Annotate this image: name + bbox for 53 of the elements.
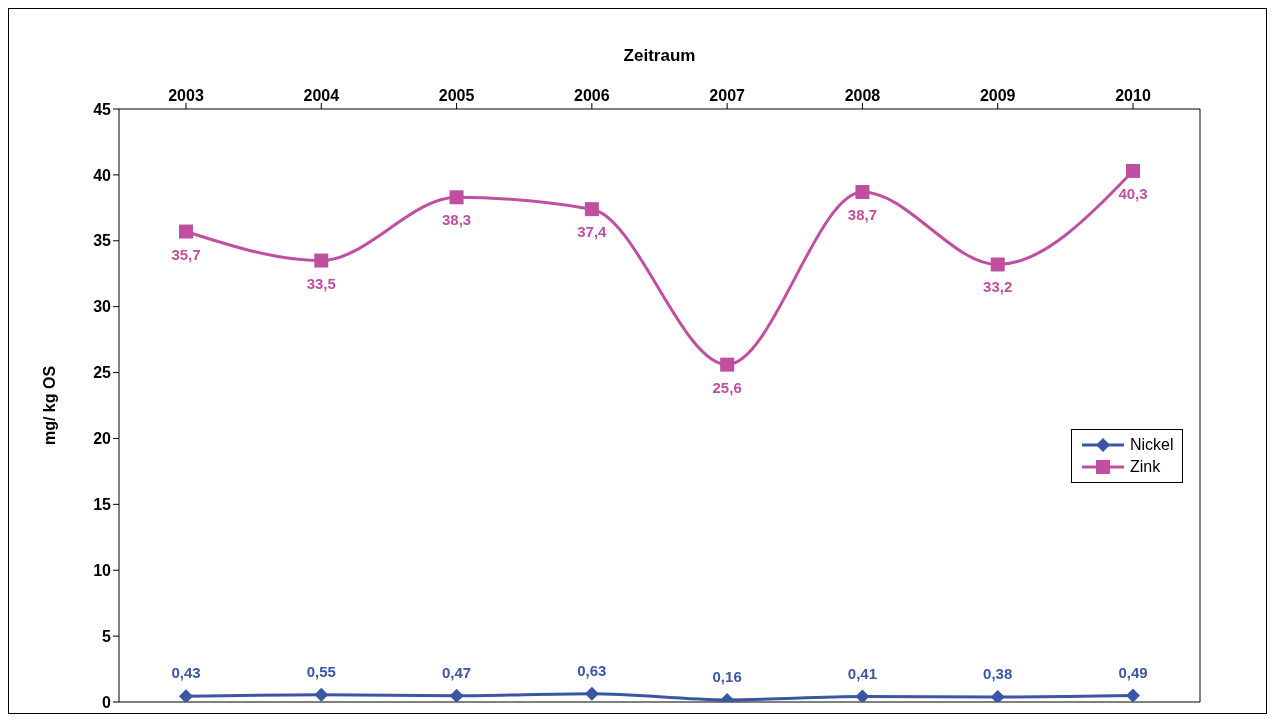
data-label: 0,38: [983, 664, 1013, 682]
y-tick-label: 15: [93, 496, 112, 514]
point: [179, 224, 193, 239]
legend-label: Nickel: [1130, 435, 1174, 455]
x-tick-label: 2006: [574, 87, 610, 104]
data-label: 0,41: [847, 664, 878, 682]
x-tick-label: 2004: [303, 87, 340, 104]
x-tick-label: 2003: [168, 87, 204, 104]
x-tick-label: 2010: [1115, 87, 1151, 104]
x-tick-label: 2007: [709, 87, 746, 104]
point: [855, 185, 870, 200]
data-label: 0,49: [1118, 663, 1148, 681]
point: [1126, 163, 1140, 178]
y-tick-label: 30: [93, 298, 112, 316]
point: [314, 253, 329, 268]
point: [1126, 688, 1140, 702]
x-tick-label: 2008: [844, 87, 881, 104]
data-label: 0,16: [712, 667, 742, 685]
point: [990, 257, 1005, 272]
y-tick-label: 5: [102, 627, 112, 645]
y-tick-label: 20: [93, 430, 112, 448]
data-label: 0,55: [306, 662, 336, 680]
data-label: 33,5: [306, 274, 336, 292]
x-tick-label: 2005: [438, 87, 475, 104]
y-tick-label: 45: [93, 100, 112, 118]
data-label: 0,63: [577, 661, 607, 679]
legend-label: Zink: [1130, 457, 1161, 477]
y-tick-label: 35: [93, 232, 112, 250]
data-label: 25,6: [712, 378, 742, 396]
y-tick-label: 0: [102, 693, 112, 711]
point: [720, 357, 735, 372]
data-label: 37,4: [577, 223, 608, 241]
x-axis-title: Zeitraum: [623, 46, 696, 66]
y-tick-label: 10: [93, 561, 112, 579]
y-tick-label: 25: [93, 364, 112, 382]
y-tick-label: 40: [93, 166, 112, 184]
point: [855, 689, 870, 702]
data-label: 35,7: [171, 245, 201, 263]
data-label: 0,43: [171, 664, 201, 682]
data-label: 33,2: [983, 278, 1013, 296]
x-tick-label: 2009: [979, 87, 1016, 104]
point: [990, 689, 1005, 702]
data-label: 38,7: [847, 206, 878, 224]
point: [449, 190, 464, 205]
point: [314, 687, 329, 702]
point: [179, 689, 193, 702]
data-label: 40,3: [1118, 184, 1148, 202]
point: [584, 686, 599, 701]
y-axis-title: mg/ kg OS: [40, 365, 58, 446]
point: [584, 202, 599, 217]
data-label: 38,3: [441, 211, 472, 229]
data-label: 0,47: [441, 663, 472, 681]
point: [449, 688, 464, 702]
